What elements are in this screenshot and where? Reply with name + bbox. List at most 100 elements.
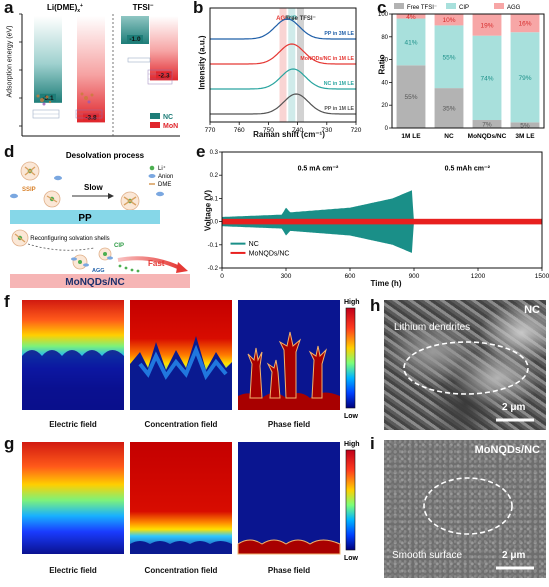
sem-image-monqds: MoNQDs/NC Smooth surface 2 μm [384,440,546,578]
a-ylabel: Adsorption energy (eV) [6,25,14,98]
anion-icon [10,193,18,199]
fast-arrow-head [176,262,188,273]
g-scale-high: High [344,441,360,448]
c-segment-label: 10% [442,17,455,24]
raman-series-label: MoNQDs/NC in 1M LE [300,56,354,62]
anion-icon [54,175,62,181]
ssip-label: SSIP [22,187,36,193]
c-segment-label: 4% [406,14,416,21]
c-bar-segment [396,14,426,19]
monqds-label: MoNQDs/NC [65,277,124,288]
slow-arrow-head [108,193,114,199]
c-bar-segment [434,25,464,89]
f-scale-high: High [344,299,360,306]
pp-substrate [10,210,160,224]
cluster-icon [120,191,140,211]
g-caption-electric: Electric field [49,566,97,575]
cluster-icon [11,229,29,247]
li-ion-icon [149,165,155,171]
fast-arrow [117,256,181,270]
raman-band [288,8,296,122]
monqds-scale-label: 2 μm [502,550,526,561]
f-scale-low: Low [344,413,359,420]
a-value-bg [127,35,143,43]
a-group1-title: Li(DME)x+ [47,3,83,14]
f-caption-concentration: Concentration field [144,420,218,429]
panel-label-d: d [4,142,15,161]
a-value-bg [83,113,99,122]
slow-label: Slow [84,183,103,192]
g-phase-field-map [238,442,340,554]
raman-band-label: Free TFSI⁻ [285,16,316,22]
c-y-tick-label: 20 [381,103,388,109]
a-value-bg [156,71,172,80]
c-category-label: 3M LE [515,133,535,140]
c-y-tick-label: 80 [381,35,388,41]
c-segment-label: 5% [520,123,530,130]
cip-label: CIP [114,243,124,249]
panel-a-chart: -3.1-3.8-1.0-2.3 Li(DME)x+ TFSI− NC MoN [19,3,180,137]
c-y-tick-label: 60 [381,58,388,64]
b-xlabel: Raman shift (cm⁻¹) [253,130,325,139]
sem-nc-overlay [403,341,534,422]
voltage-series-monqds [222,218,542,225]
f-colorbar [345,307,356,409]
g-concentration-field-map [130,442,232,554]
monqds-annotation: Smooth surface [392,550,463,561]
raman-x-tick-label: 770 [205,127,216,134]
a-value-label: -3.1 [42,95,54,102]
c-bar-segment [434,88,464,128]
c-segment-label: 35% [442,106,455,113]
c-bar-segment [396,18,426,66]
c-bar-segment [510,122,540,128]
panel-d: Desolvation process Li⁺ Anion DME SSIP [0,144,195,289]
raman-series [210,93,356,115]
panel-label-f: f [4,292,10,311]
e-x-tick-label: 0 [220,273,224,280]
panel-e: 0 300 600 900 1200 1500 -0.2 -0.1 0.0 0.1 0.2 0.3 0.… [196,144,549,290]
raman-series-label: PP in 3M LE [324,31,354,37]
panel-label-e: e [196,142,206,161]
e-x-tick-label: 300 [281,273,292,280]
a-bar [77,16,105,123]
e-y-tick-label: -0.2 [208,266,219,272]
e-legend-monqds: MoNQDs/NC [249,250,290,257]
c-segment-label: 74% [480,75,493,82]
panel-label-a: a [4,0,14,17]
raman-band [297,8,305,122]
a-bar [34,16,62,103]
sem-image-nc: NC Lithium dendrites 2 μm [384,300,546,430]
field-simulation-dendritic: High Low [22,299,360,420]
e-x-tick-label: 900 [409,273,420,280]
panel-label-b: b [193,0,204,17]
e-y-tick-label: 0.3 [210,150,219,156]
nc-tag: NC [524,304,540,316]
monqds-substrate [10,274,190,288]
c-frame [391,13,545,129]
reconfig-arrow [27,243,95,251]
f-caption-electric: Electric field [49,420,97,429]
c-legend-label: Free TFSI⁻ [407,5,437,11]
c-bar-segment [510,14,540,33]
a-group2-title: TFSI− [133,3,154,12]
d-title: Desolvation process [66,151,145,160]
ssip-cluster-icon [20,161,40,181]
ratio-chart: Free TFSI⁻ CIP AGG 55% 41% 4% 1M LE 35% 55% 10% NC… [378,3,545,140]
fast-label: Fast [148,259,165,268]
a-lattice-icon-1 [32,109,103,119]
c-legend-swatch [446,3,456,9]
panel-b: AGG CIP Free TFSI⁻ PP in 3M LE MoNQDs/NC in … [196,0,366,140]
c-segment-label: 16% [518,21,531,28]
c-y-tick-label: 100 [378,12,389,18]
li-ion-trail [118,264,140,273]
panel-label-h: h [370,296,381,315]
raman-series-label: NC in 1M LE [324,81,355,87]
e-x-tick-label: 1200 [471,273,486,280]
raman-band-label: CIP [287,16,297,22]
c-segment-label: 79% [518,75,531,82]
c-legend-swatch [394,3,404,9]
raman-series-label: PP in 1M LE [324,106,354,112]
f-electric-field-lower [22,350,124,410]
g-scale-low: Low [344,555,359,562]
